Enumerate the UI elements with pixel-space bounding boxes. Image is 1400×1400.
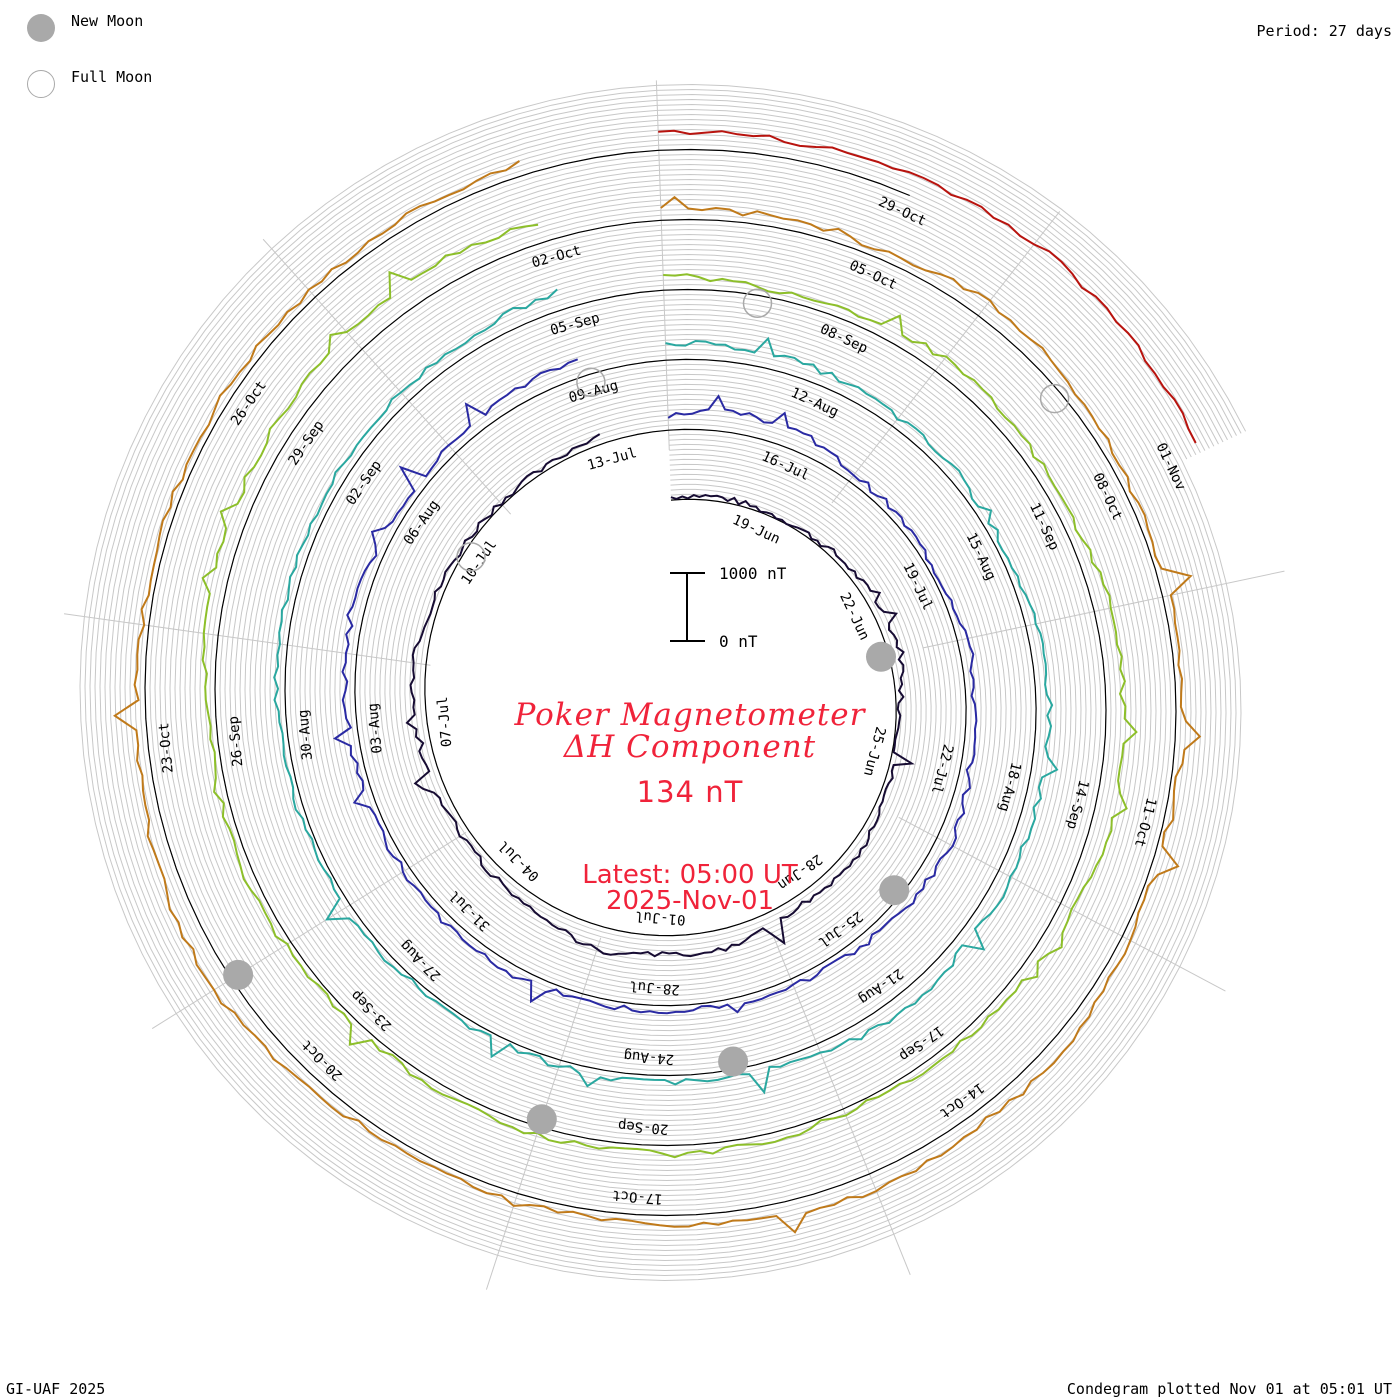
spiral-grid xyxy=(79,83,1247,1282)
current-value: 134 nT xyxy=(636,775,744,809)
full-moon-marker xyxy=(742,288,773,319)
date-tick-label: 13-Jul xyxy=(586,445,639,474)
date-tick-label: 09-Aug xyxy=(567,378,620,407)
series-trace xyxy=(113,160,1202,1234)
date-tick-label: 05-Oct xyxy=(847,258,900,294)
date-tick-label: 30-Aug xyxy=(295,709,316,761)
radial-spokes xyxy=(63,80,1285,1290)
full-moon-marker xyxy=(576,367,606,398)
latest-time: Latest: 05:00 UT xyxy=(582,860,798,890)
new-moon-marker xyxy=(223,959,254,990)
legend-new-moon: New Moon xyxy=(27,12,144,42)
latest-date: 2025-Nov-01 xyxy=(605,886,775,916)
radial-spoke xyxy=(922,570,1285,649)
spiral-band-line xyxy=(114,118,1215,1247)
chart-title: Poker Magnetometer xyxy=(514,697,866,733)
spiral-band-line xyxy=(109,113,1219,1252)
date-tick-label: 01-Nov xyxy=(1152,441,1188,494)
legend-new-moon-label: New Moon xyxy=(71,12,144,30)
plotted-note: Condegram plotted Nov 01 at 05:01 UT xyxy=(1066,1380,1392,1398)
date-tick-label: 17-Oct xyxy=(612,1187,664,1207)
new-moon-icon xyxy=(27,14,55,42)
series-trace xyxy=(658,129,1197,444)
spiral-band-line xyxy=(119,123,1210,1242)
new-moon-marker xyxy=(866,641,896,672)
credit-label: GI-UAF 2025 xyxy=(6,1380,106,1398)
date-tick-label: 02-Oct xyxy=(530,243,583,272)
spiral-band-line xyxy=(89,93,1237,1272)
spiral-band-line xyxy=(94,98,1233,1267)
series-trace xyxy=(201,223,1138,1159)
spiral-band-line xyxy=(104,108,1224,1257)
spiral-band-line xyxy=(99,103,1228,1262)
date-tick-label: 15-Aug xyxy=(963,530,999,583)
date-tick-label: 08-Sep xyxy=(817,321,870,357)
full-moon-marker xyxy=(456,542,486,572)
new-moon-marker xyxy=(879,875,910,906)
date-tick-label: 23-Oct xyxy=(156,722,177,774)
new-moon-marker xyxy=(526,1104,557,1135)
period-label: Period: 27 days xyxy=(1256,22,1392,40)
spiral-band-line xyxy=(124,128,1206,1237)
spiral-band-line xyxy=(134,138,1197,1227)
date-tick-label: 19-Jul xyxy=(899,560,935,613)
moon-phase-markers xyxy=(223,288,1070,1135)
date-tick-label: 20-Sep xyxy=(617,1117,669,1137)
radial-spoke xyxy=(151,832,467,1029)
scale-top-label: 1000 nT xyxy=(719,564,787,583)
spiral-band-line xyxy=(129,133,1201,1232)
date-tick-label: 07-Jul xyxy=(435,696,456,748)
baseline-spiral xyxy=(144,148,1177,1217)
date-tick-label: 28-Jul xyxy=(629,977,681,997)
series-trace xyxy=(333,358,978,1015)
date-tick-label: 26-Sep xyxy=(226,715,247,767)
date-tick-label: 16-Jul xyxy=(759,448,812,484)
date-tick-label: 05-Sep xyxy=(549,310,602,339)
series-trace xyxy=(273,288,1059,1095)
scale-bottom-label: 0 nT xyxy=(719,632,758,651)
spiral-band-line xyxy=(84,88,1242,1277)
full-moon-marker xyxy=(1039,383,1070,414)
series-trace xyxy=(405,433,915,958)
chart-subtitle: ΔH Component xyxy=(563,729,817,765)
new-moon-marker xyxy=(718,1046,749,1077)
date-tick-label: 01-Jul xyxy=(634,908,686,928)
date-tick-label: 11-Sep xyxy=(1026,500,1062,553)
date-tick-label: 08-Oct xyxy=(1089,471,1125,524)
radial-spoke xyxy=(771,931,911,1276)
radial-spoke xyxy=(63,613,431,666)
scale-bar xyxy=(670,572,705,642)
date-tick-label: 22-Jun xyxy=(836,590,872,643)
radial-spoke xyxy=(655,80,670,451)
radial-spoke xyxy=(262,238,512,515)
date-tick-label: 12-Aug xyxy=(788,385,841,421)
legend-full-moon: Full Moon xyxy=(27,68,153,98)
legend-full-moon-label: Full Moon xyxy=(71,68,153,86)
spiral-band-line xyxy=(79,83,1247,1282)
date-tick-label: 24-Aug xyxy=(623,1047,675,1067)
full-moon-icon xyxy=(27,70,55,98)
date-tick-label: 03-Aug xyxy=(365,702,386,754)
date-tick-label: 29-Oct xyxy=(876,194,929,230)
